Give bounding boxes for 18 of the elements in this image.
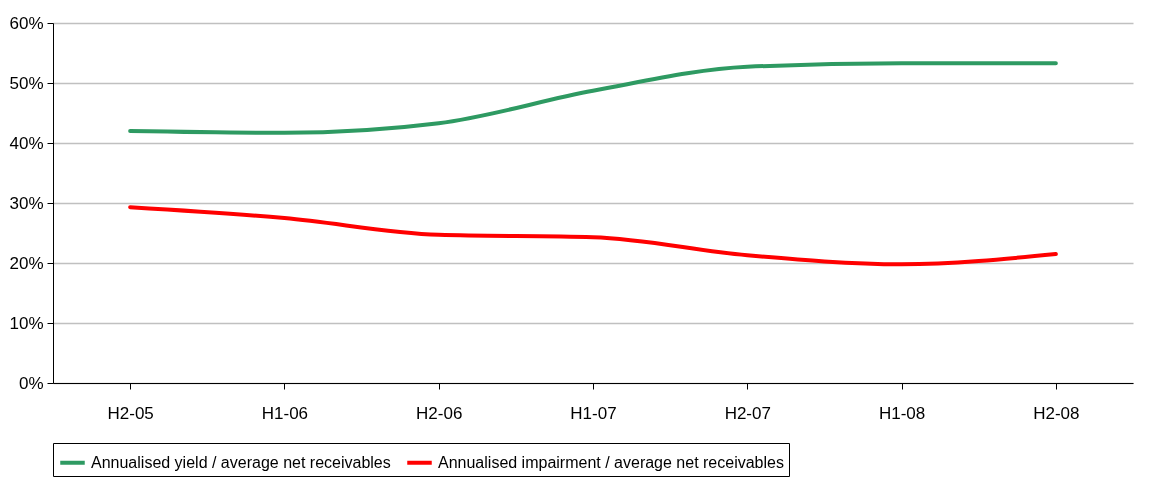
x-tick-label: H1-06 bbox=[261, 403, 309, 423]
x-tick-label: H2-07 bbox=[724, 403, 771, 423]
x-tick-label: H1-07 bbox=[570, 403, 617, 423]
y-tick-label: 50% bbox=[9, 73, 44, 93]
y-tick-label: 0% bbox=[18, 373, 44, 393]
legend-label: Annualised yield / average net receivables bbox=[91, 453, 391, 471]
x-tick-label: H2-08 bbox=[1033, 403, 1080, 423]
x-tick-label: H2-05 bbox=[107, 403, 154, 423]
x-tick-label: H1-08 bbox=[878, 403, 926, 423]
y-tick-label: 10% bbox=[9, 313, 44, 333]
line-series bbox=[128, 205, 1058, 267]
y-tick-label: 40% bbox=[9, 133, 44, 153]
line-series bbox=[128, 61, 1058, 135]
y-tick-label: 30% bbox=[9, 193, 44, 213]
legend-label: Annualised impairment / average net receivables bbox=[438, 453, 784, 471]
y-tick-label: 20% bbox=[9, 253, 44, 273]
x-tick-label: H2-06 bbox=[416, 403, 463, 423]
y-tick-label: 60% bbox=[9, 13, 44, 33]
